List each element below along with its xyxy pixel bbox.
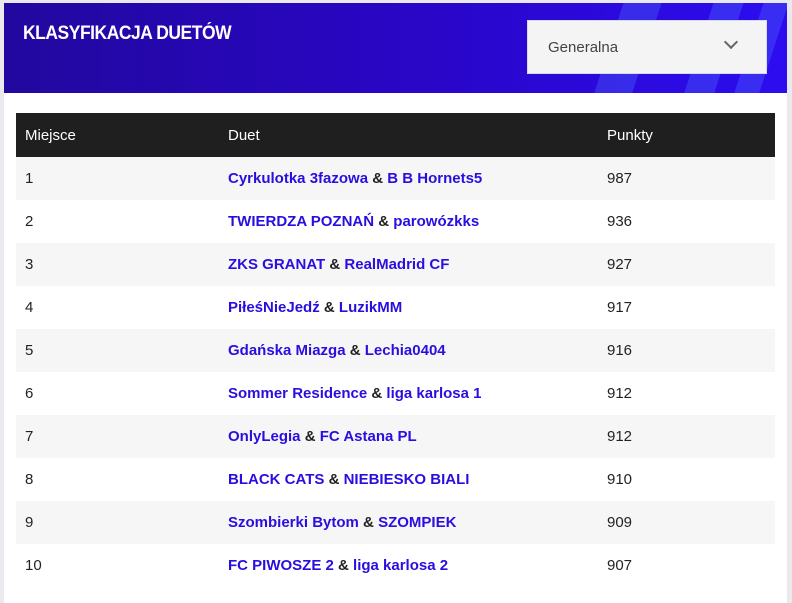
duet-cell: OnlyLegia & FC Astana PL	[219, 415, 598, 458]
place-cell: 5	[16, 329, 219, 372]
team-link[interactable]: parowózkks	[393, 213, 480, 230]
duet-separator: &	[378, 213, 390, 230]
points-cell: 910	[598, 458, 775, 501]
column-header-place: Miejsce	[16, 113, 219, 157]
duet-cell: Sommer Residence & liga karlosa 1	[219, 372, 598, 415]
place-cell: 9	[16, 501, 219, 544]
header-banner: KLASYFIKACJA DUETÓW Generalna	[4, 3, 787, 93]
team-link[interactable]: B B Hornets5	[387, 170, 483, 187]
place-cell: 1	[16, 157, 219, 200]
duet-separator: &	[349, 342, 361, 359]
points-cell: 912	[598, 415, 775, 458]
column-header-duet: Duet	[219, 113, 598, 157]
table-row: 1 Cyrkulotka 3fazowa & B B Hornets5 987	[16, 157, 775, 200]
duet-cell: ZKS GRANAT & RealMadrid CF	[219, 243, 598, 286]
table-row: 9 Szombierki Bytom & SZOMPIEK 909	[16, 501, 775, 544]
place-cell: 6	[16, 372, 219, 415]
place-cell: 4	[16, 286, 219, 329]
table-row: 7 OnlyLegia & FC Astana PL 912	[16, 415, 775, 458]
duet-separator: &	[304, 428, 316, 445]
column-header-points: Punkty	[598, 113, 775, 157]
team-link[interactable]: PiłeśNieJedź	[228, 299, 320, 316]
team-link[interactable]: LuzikMM	[338, 299, 403, 316]
ranking-panel: KLASYFIKACJA DUETÓW Generalna Miejsce Du…	[4, 3, 787, 603]
duet-cell: FC PIWOSZE 2 & liga karlosa 2	[219, 544, 598, 587]
page-title: KLASYFIKACJA DUETÓW	[23, 23, 232, 44]
table-row: 5 Gdańska Miazga & Lechia0404 916	[16, 329, 775, 372]
team-link[interactable]: TWIERDZA POZNAŃ	[228, 213, 375, 230]
select-value: Generalna	[548, 39, 619, 56]
team-link[interactable]: liga karlosa 2	[353, 557, 449, 574]
team-link[interactable]: NIEBIESKO BIALI	[343, 471, 470, 488]
duet-separator: &	[371, 385, 383, 402]
table-row: 8 BLACK CATS & NIEBIESKO BIALI 910	[16, 458, 775, 501]
table-row: 10 FC PIWOSZE 2 & liga karlosa 2 907	[16, 544, 775, 587]
team-link[interactable]: Szombierki Bytom	[228, 514, 359, 531]
team-link[interactable]: Sommer Residence	[228, 385, 368, 402]
place-cell: 10	[16, 544, 219, 587]
duet-separator: &	[338, 557, 349, 574]
team-link[interactable]: OnlyLegia	[228, 428, 301, 445]
points-cell: 987	[598, 157, 775, 200]
table-row: 3 ZKS GRANAT & RealMadrid CF 927	[16, 243, 775, 286]
ranking-table: Miejsce Duet Punkty 1 Cyrkulotka 3fazowa…	[16, 113, 775, 587]
chevron-down-icon	[723, 34, 739, 50]
duet-separator: &	[323, 299, 335, 316]
team-link[interactable]: SZOMPIEK	[378, 514, 457, 531]
team-link[interactable]: FC Astana PL	[319, 428, 417, 445]
points-cell: 936	[598, 200, 775, 243]
duet-separator: &	[372, 170, 384, 187]
team-link[interactable]: Gdańska Miazga	[228, 342, 346, 359]
place-cell: 3	[16, 243, 219, 286]
duet-separator: &	[328, 471, 340, 488]
duet-cell: TWIERDZA POZNAŃ & parowózkks	[219, 200, 598, 243]
duet-cell: Gdańska Miazga & Lechia0404	[219, 329, 598, 372]
place-cell: 2	[16, 200, 219, 243]
table-row: 6 Sommer Residence & liga karlosa 1 912	[16, 372, 775, 415]
duet-cell: Szombierki Bytom & SZOMPIEK	[219, 501, 598, 544]
table-row: 2 TWIERDZA POZNAŃ & parowózkks 936	[16, 200, 775, 243]
place-cell: 7	[16, 415, 219, 458]
team-link[interactable]: liga karlosa 1	[386, 385, 482, 402]
duet-separator: &	[363, 514, 374, 531]
points-cell: 912	[598, 372, 775, 415]
classification-select[interactable]: Generalna	[527, 20, 767, 74]
team-link[interactable]: FC PIWOSZE 2	[228, 557, 334, 574]
table-header-row: Miejsce Duet Punkty	[16, 113, 775, 157]
team-link[interactable]: BLACK CATS	[228, 471, 325, 488]
points-cell: 916	[598, 329, 775, 372]
duet-cell: BLACK CATS & NIEBIESKO BIALI	[219, 458, 598, 501]
points-cell: 927	[598, 243, 775, 286]
points-cell: 909	[598, 501, 775, 544]
place-cell: 8	[16, 458, 219, 501]
team-link[interactable]: ZKS GRANAT	[228, 256, 326, 273]
points-cell: 907	[598, 544, 775, 587]
points-cell: 917	[598, 286, 775, 329]
duet-cell: Cyrkulotka 3fazowa & B B Hornets5	[219, 157, 598, 200]
table-row: 4 PiłeśNieJedź & LuzikMM 917	[16, 286, 775, 329]
team-link[interactable]: Cyrkulotka 3fazowa	[228, 170, 369, 187]
team-link[interactable]: Lechia0404	[364, 342, 446, 359]
duet-cell: PiłeśNieJedź & LuzikMM	[219, 286, 598, 329]
duet-separator: &	[329, 256, 341, 273]
team-link[interactable]: RealMadrid CF	[344, 256, 450, 273]
